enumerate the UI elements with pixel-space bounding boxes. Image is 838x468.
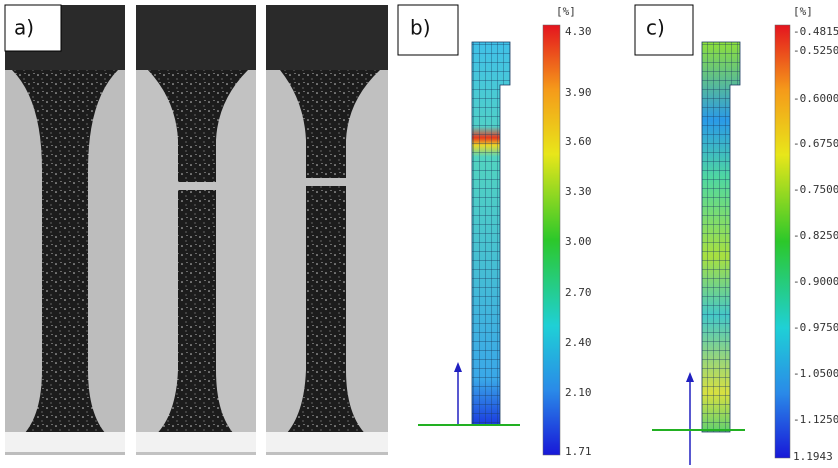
colorbar-tick-label: -0.7500: [793, 183, 838, 196]
panel-label: a): [14, 16, 34, 40]
colorbar-ticks: -0.4815 -0.5250 -0.6000 -0.6750 -0.7500 -0.82…: [793, 25, 838, 463]
colorbar-tick-label: 3.90: [565, 86, 592, 99]
colorbar-tick-label: 4.30: [565, 25, 592, 38]
colorbar-tick-label: 1.71: [565, 445, 592, 458]
colorbar-tick-label: 1.1943: [793, 450, 833, 463]
colorbar-tick-label: -0.9000: [793, 275, 838, 288]
colorbar-tick-label: 3.60: [565, 135, 592, 148]
photos: a): [4, 4, 388, 455]
colorbar-tick-label: -0.6750: [793, 137, 838, 150]
colorbar-tick-label: -1.1250: [793, 413, 838, 426]
colorbar-tick-label: 2.70: [565, 286, 592, 299]
colorbar-tick-label: -0.4815: [793, 25, 838, 38]
colorbar-ticks: 4.30 3.90 3.60 3.30 3.00 2.70 2.40 2.10 1.71: [565, 25, 592, 458]
strain-map-b: b) [%] 4.30 3.90 3.60 3.30 3.00 2.70 2.40 2.10 1…: [397, 4, 592, 458]
colorbar-tick-label: -1.0500: [793, 367, 838, 380]
panel-label: c): [646, 16, 665, 40]
unit-label: [%]: [556, 5, 576, 18]
colorbar-tick-label: 2.40: [565, 336, 592, 349]
colorbar-tick-label: 3.00: [565, 235, 592, 248]
colorbar-tick-label: -0.5250: [793, 44, 838, 57]
colorbar-tick-label: 2.10: [565, 386, 592, 399]
colorbar-tick-label: 3.30: [565, 185, 592, 198]
panel-label: b): [410, 16, 431, 40]
colorbar-tick-label: -0.9750: [793, 321, 838, 334]
colorbar-tick-label: -0.8250: [793, 229, 838, 242]
unit-label: [%]: [793, 5, 813, 18]
colorbar-tick-label: -0.6000: [793, 92, 838, 105]
strain-map-c: c) [%] -0.4815 -0.5250 -0.6000 -0.6750 -0.75…: [634, 4, 838, 465]
